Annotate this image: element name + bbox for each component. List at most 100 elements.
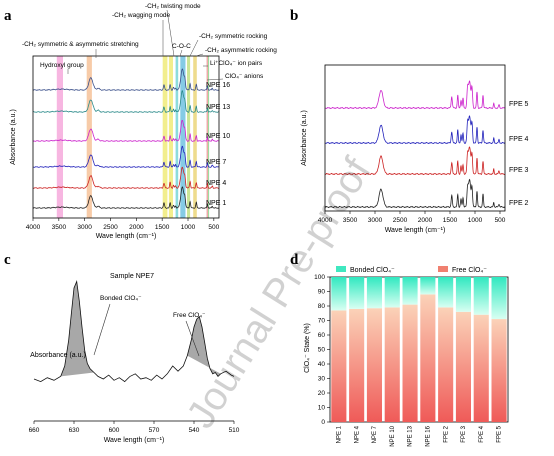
- spectrum-line: [33, 279, 235, 383]
- y-tick-label-2: 20: [318, 390, 326, 397]
- annotation-free: Free ClO₄⁻: [173, 312, 206, 319]
- x-tick-label-5: 510: [229, 427, 240, 434]
- spectrum-line-2: [32, 145, 220, 168]
- series-label-0: FPE 2: [509, 200, 529, 207]
- bar-free-2: [366, 308, 382, 422]
- y-tick-label-1: 10: [318, 405, 326, 412]
- x-axis: 660 630 600 570 540 510: [29, 421, 240, 434]
- panel-c-title: Sample NPE7: [110, 273, 154, 280]
- band-9: [208, 56, 210, 218]
- y-tick-label-0: 0: [321, 419, 325, 426]
- panel-c-ylabel: Absorbance (a.u.): [30, 352, 86, 359]
- panel-a-ylabel: Absorbance (a.u.): [10, 109, 17, 165]
- panel-b-xlabel: Wave length (cm⁻¹): [385, 227, 446, 234]
- x-tick-label-9: FPE 5: [497, 425, 503, 442]
- annotation-sym-rocking: -CH₂ symmetric rocking: [199, 33, 268, 40]
- x-tick-label-5: NPE 16: [425, 425, 431, 446]
- panel-d: d 0 10 20 30 40 50 60 70 80 90 100 NPE 1 NPE 4 NPE 7…: [290, 252, 509, 447]
- x-tick-label-2: 600: [109, 427, 120, 434]
- series-labels: NPE 1 NPE 4 NPE 7 NPE 10 NPE 13 NPE 16: [206, 82, 230, 207]
- x-tick-label-1: 3500: [343, 217, 358, 224]
- x-tick-label-0: 4000: [318, 217, 333, 224]
- series-label-3: FPE 5: [509, 101, 529, 108]
- series-label-5: NPE 16: [206, 82, 230, 89]
- x-tick-label-0: 660: [29, 427, 40, 434]
- x-tick-label-7: 500: [495, 217, 506, 224]
- bar-bonded-1: [349, 277, 365, 309]
- x-tick-label-0: NPE 1: [336, 425, 342, 443]
- annotation-wagging: -CH₂ wagging mode: [112, 12, 171, 19]
- x-tick-label-1: 630: [69, 427, 80, 434]
- bar-bonded-4: [402, 277, 418, 305]
- bar-bonded-3: [384, 277, 400, 308]
- y-tick-label-5: 50: [318, 347, 326, 354]
- legend-swatch-bonded: [336, 266, 346, 272]
- bar-bonded-5: [420, 277, 436, 295]
- shade-free: [187, 316, 221, 377]
- panel-a-frame: [32, 55, 220, 219]
- series-label-1: FPE 3: [509, 167, 529, 174]
- x-tick-label-7: FPE 3: [461, 425, 467, 442]
- annotation-ion-pairs: Li⁺ClO₄⁻ ion pairs: [210, 60, 263, 67]
- plot-area: [33, 279, 235, 383]
- y-tick-label-9: 90: [318, 289, 326, 296]
- series-label-3: NPE 10: [206, 133, 230, 140]
- y-tick-label-3: 30: [318, 376, 326, 383]
- shade-bonded: [60, 281, 94, 377]
- y-tick-label-10: 100: [314, 274, 325, 281]
- spectrum-line-5: [32, 68, 220, 91]
- x-tick-label-0: 4000: [26, 224, 41, 231]
- legend-label-free: Free ClO₄⁻: [452, 267, 487, 274]
- panel-d-ylabel: ClO₄⁻ State (%): [304, 323, 311, 373]
- band-4: [175, 56, 179, 218]
- x-tick-label-2: 3000: [368, 217, 383, 224]
- band-1: [86, 56, 92, 218]
- series-label-2: NPE 7: [206, 159, 226, 166]
- x-tick-label-1: NPE 4: [354, 425, 360, 443]
- spectrum-line-0: [32, 186, 219, 209]
- annotation-twisting: -CH₂ twisting mode: [145, 3, 201, 10]
- annotation-free-leader: [185, 320, 200, 357]
- band-2: [162, 56, 168, 218]
- x-tick-label-3: 2500: [393, 217, 408, 224]
- bar-free-3: [384, 307, 400, 422]
- band-6: [187, 56, 191, 218]
- bar-group: [331, 277, 507, 423]
- bar-bonded-6: [438, 277, 454, 308]
- band-5: [180, 56, 186, 218]
- x-tick-label-4: 2000: [129, 224, 144, 231]
- x-tick-label-6: 1000: [181, 224, 196, 231]
- panel-a-label: a: [4, 8, 12, 24]
- bar-free-7: [455, 311, 471, 422]
- panel-a: a 4000 3500 3000 2500 2000 1500 1000 500 Absorb…: [4, 3, 277, 240]
- panel-c-label: c: [4, 252, 11, 268]
- bar-free-0: [331, 310, 347, 423]
- panel-a-xlabel: Wave length (cm⁻¹): [96, 233, 157, 240]
- x-tick-label-2: NPE 7: [372, 425, 378, 443]
- panel-b: b 4000 3500 3000 2500 2000 1500 1000 500 Absorb…: [290, 8, 529, 234]
- x-tick-label-3: 2500: [103, 224, 118, 231]
- bar-bonded-8: [473, 277, 489, 315]
- annotation-bonded-leader: [93, 303, 111, 356]
- annotation-bonded: Bonded ClO₄⁻: [100, 295, 142, 302]
- annotation-anions: ClO₄⁻ anions: [225, 73, 264, 80]
- annotation-coc: C-O-C: [172, 43, 191, 50]
- bar-bonded-2: [366, 277, 382, 309]
- spectrum-line-0: [324, 178, 505, 209]
- bar-free-4: [402, 304, 418, 423]
- bar-bonded-0: [331, 277, 347, 311]
- panel-c-xlabel: Wave length (cm⁻¹): [104, 437, 165, 444]
- y-tick-label-6: 60: [318, 332, 326, 339]
- bar-free-9: [491, 319, 507, 422]
- x-tick-label-2: 3000: [77, 224, 92, 231]
- y-tick-label-7: 70: [318, 318, 326, 325]
- x-axis: 4000 3500 3000 2500 2000 1500 1000 500: [26, 218, 220, 231]
- spectra-group: [324, 80, 506, 209]
- x-axis: NPE 1 NPE 4 NPE 7 NPE 10 NPE 13 NPE 16 FPE 2 FP…: [336, 425, 502, 446]
- bar-free-5: [420, 294, 436, 422]
- series-label-2: FPE 4: [509, 136, 529, 143]
- annotation-asym-rocking: -CH₂ asymmetric rocking: [205, 47, 277, 54]
- panel-b-label: b: [290, 8, 298, 24]
- band-3: [168, 56, 173, 218]
